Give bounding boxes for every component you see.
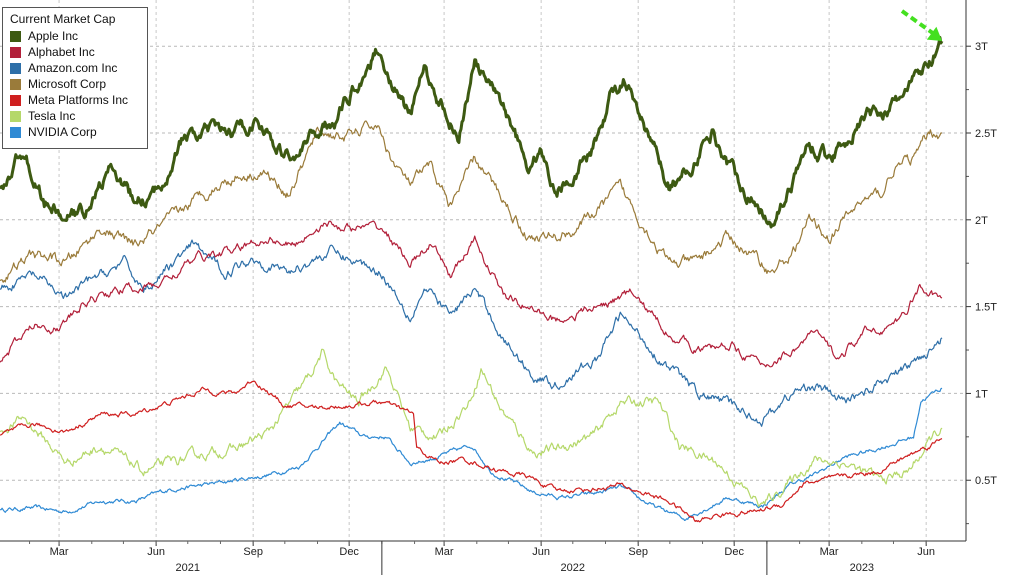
legend-swatch: [10, 94, 21, 106]
x-month-label: Mar: [435, 546, 454, 558]
legend: Current Market Cap Apple Inc Alphabet Inc…: [2, 7, 148, 149]
legend-label: Alphabet Inc: [28, 45, 95, 59]
legend-swatch: [10, 78, 21, 90]
legend-label: NVIDIA Corp: [28, 125, 97, 139]
y-tick-label: 2.5T: [975, 128, 997, 140]
x-year-label: 2021: [176, 562, 200, 574]
series-line-apple-inc: [0, 35, 944, 229]
legend-label: Amazon.com Inc: [28, 61, 118, 75]
legend-item: Apple Inc: [8, 28, 142, 44]
legend-item: Meta Platforms Inc: [8, 92, 142, 108]
legend-item: Tesla Inc: [8, 108, 142, 124]
series-line-meta-platforms-inc: [0, 380, 943, 523]
series-line-tesla-inc: [0, 348, 943, 507]
legend-label: Microsoft Corp: [28, 77, 107, 91]
x-month-label: Sep: [628, 546, 648, 558]
legend-swatch: [10, 30, 21, 42]
x-month-label: Jun: [532, 546, 550, 558]
series-line-microsoft-corp: [0, 120, 942, 283]
legend-label: Meta Platforms Inc: [28, 93, 129, 107]
x-month-label: Jun: [147, 546, 165, 558]
y-tick-label: 0.5T: [975, 475, 997, 487]
legend-item: Microsoft Corp: [8, 76, 142, 92]
y-tick-label: 3T: [975, 41, 988, 53]
x-month-label: Mar: [50, 546, 69, 558]
grid: [0, 0, 966, 541]
y-tick-label: 2T: [975, 215, 988, 227]
annotation: [900, 9, 942, 41]
arrow-head: [926, 26, 942, 41]
legend-item: Amazon.com Inc: [8, 60, 142, 76]
legend-title: Current Market Cap: [10, 12, 116, 26]
legend-item: Alphabet Inc: [8, 44, 142, 60]
x-month-label: Jun: [917, 546, 935, 558]
legend-label: Tesla Inc: [28, 109, 76, 123]
legend-swatch: [10, 62, 21, 74]
y-tick-label: 1.5T: [975, 302, 997, 314]
x-month-label: Sep: [243, 546, 263, 558]
x-year-label: 2023: [850, 562, 874, 574]
series-line-alphabet-inc: [0, 220, 943, 368]
series-line-amazon-com-inc: [0, 239, 943, 427]
legend-swatch: [10, 126, 21, 138]
legend-items: Apple Inc Alphabet Inc Amazon.com Inc Micro…: [8, 28, 142, 140]
x-month-label: Dec: [339, 546, 359, 558]
series-line-nvidia-corp: [0, 387, 943, 521]
legend-item: NVIDIA Corp: [8, 124, 142, 140]
x-month-label: Dec: [724, 546, 744, 558]
x-month-label: Mar: [820, 546, 839, 558]
x-year-label: 2022: [561, 562, 585, 574]
y-tick-label: 1T: [975, 388, 988, 400]
legend-swatch: [10, 110, 21, 122]
legend-swatch: [10, 46, 21, 58]
arrow-shaft: [900, 9, 936, 36]
series-lines: [0, 35, 944, 523]
legend-label: Apple Inc: [28, 29, 79, 43]
